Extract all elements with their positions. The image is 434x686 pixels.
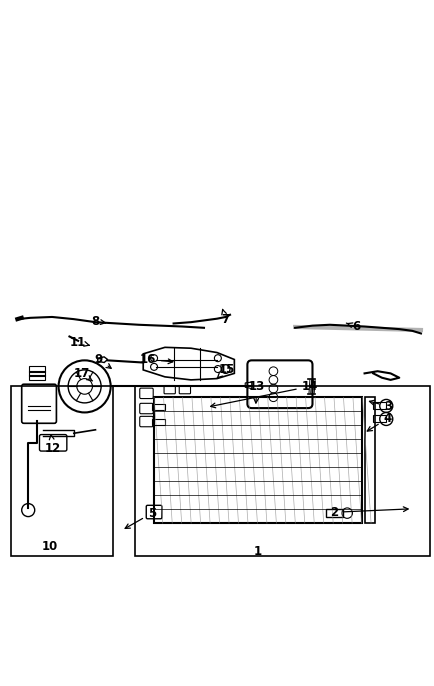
Text: 12: 12 [45,435,61,455]
Bar [154,397,362,523]
Text: 13: 13 [249,380,265,403]
Text: 2: 2 [330,506,408,519]
Text: 9: 9 [95,353,111,368]
Text: 15: 15 [217,362,235,379]
Bar [29,366,45,372]
Text: 6: 6 [346,320,360,333]
Text: 17: 17 [73,367,92,381]
Bar [135,386,430,556]
Text: 3: 3 [369,400,392,413]
Text: 1: 1 [254,545,262,558]
Text: 4: 4 [367,412,392,431]
Bar [29,375,45,380]
Text: 16: 16 [139,353,173,366]
Bar [373,416,386,423]
Text: 8: 8 [91,315,105,328]
Bar [365,397,375,523]
Text: 11: 11 [70,335,89,348]
Bar [11,386,113,556]
Bar [373,403,386,410]
Text: 14: 14 [210,380,318,407]
Bar [29,370,45,376]
Text: 5: 5 [125,507,156,528]
Bar [326,509,343,517]
Text: 10: 10 [42,541,58,554]
Text: 7: 7 [222,309,230,326]
